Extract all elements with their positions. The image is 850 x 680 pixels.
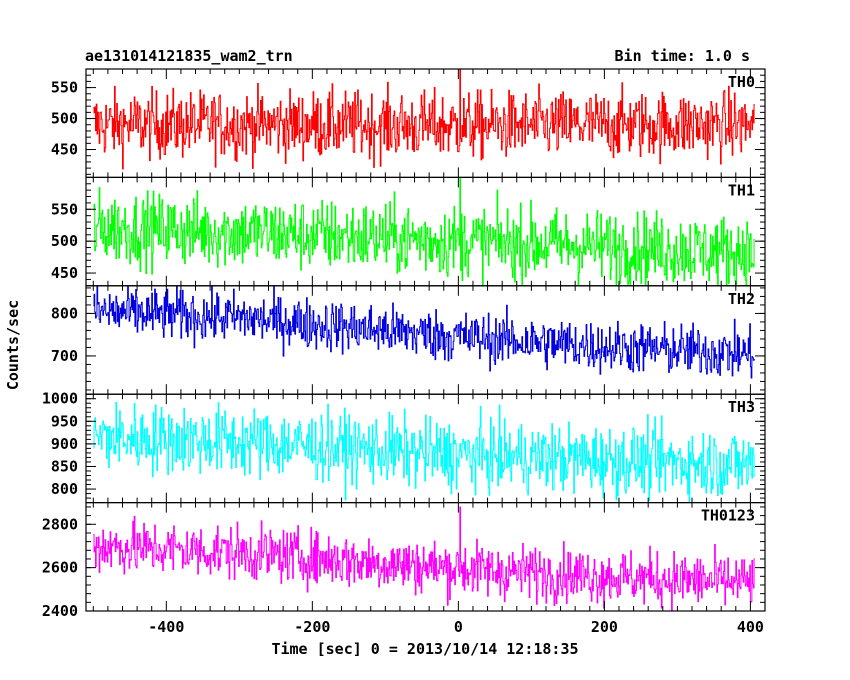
series-line-th3 <box>93 401 755 503</box>
series-line-th1 <box>93 177 755 286</box>
series-line-th0 <box>93 69 755 170</box>
panel-th3: 800 850 900 950 1000 TH3 <box>42 390 766 504</box>
y-tick-label: 1000 <box>42 390 78 408</box>
panel-label-th3: TH3 <box>728 398 755 416</box>
x-tick-label: -400 <box>148 618 184 636</box>
panel-label-th0123: TH0123 <box>701 507 755 525</box>
x-tick-label: 400 <box>737 618 764 636</box>
panel-label-th2: TH2 <box>728 290 755 308</box>
series-line-th2 <box>93 285 755 379</box>
x-axis-label: Time [sec] 0 = 2013/10/14 12:18:35 <box>271 640 578 658</box>
panel-th1: 450 500 550 TH1 <box>51 176 766 287</box>
panels-group: 450 500 550 TH0 450 500 550 TH1 700 800 TH2 800 850 9… <box>42 68 766 620</box>
series-line-th0123 <box>93 506 755 612</box>
x-tick-label: 200 <box>591 618 618 636</box>
chart-title-right: Bin time: 1.0 s <box>615 47 750 65</box>
x-tick-label: -200 <box>294 618 330 636</box>
panel-label-th1: TH1 <box>728 181 755 199</box>
x-axis: -400 -200 0 200 400 <box>148 618 764 636</box>
y-tick-label: 800 <box>51 304 78 322</box>
y-tick-label: 550 <box>51 200 78 218</box>
y-tick-label: 2600 <box>42 559 78 577</box>
y-tick-label: 800 <box>51 480 78 498</box>
y-tick-label: 450 <box>51 141 78 159</box>
y-tick-label: 500 <box>51 232 78 250</box>
panel-th0123: 2400 2600 2800 TH0123 <box>42 502 766 620</box>
panel-th0: 450 500 550 TH0 <box>51 68 766 179</box>
y-axis-label: Counts/sec <box>4 300 22 390</box>
panel-th2: 700 800 TH2 <box>51 285 766 395</box>
y-tick-label: 950 <box>51 412 78 430</box>
y-tick-label: 450 <box>51 264 78 282</box>
y-tick-label: 700 <box>51 347 78 365</box>
chart-title-left: ae131014121835_wam2_trn <box>85 47 293 65</box>
panel-frame <box>85 502 766 612</box>
y-tick-label: 2400 <box>42 602 78 620</box>
y-tick-label: 2800 <box>42 515 78 533</box>
panel-label-th0: TH0 <box>728 73 755 91</box>
y-tick-label: 500 <box>51 110 78 128</box>
y-tick-label: 900 <box>51 435 78 453</box>
y-tick-label: 850 <box>51 457 78 475</box>
x-tick-label: 0 <box>454 618 463 636</box>
y-tick-label: 550 <box>51 79 78 97</box>
